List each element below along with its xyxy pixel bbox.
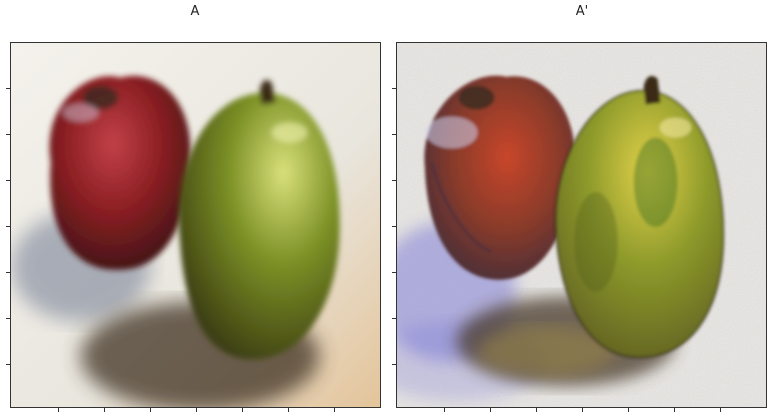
panel-a-title: A	[190, 4, 200, 19]
watercolor-panel-a-prime	[396, 42, 767, 408]
panel-a-prime-title: A'	[575, 4, 589, 19]
watercolor-apple-pear	[397, 43, 766, 407]
photo-panel-a	[10, 42, 381, 408]
photo-apple-pear	[11, 43, 380, 407]
